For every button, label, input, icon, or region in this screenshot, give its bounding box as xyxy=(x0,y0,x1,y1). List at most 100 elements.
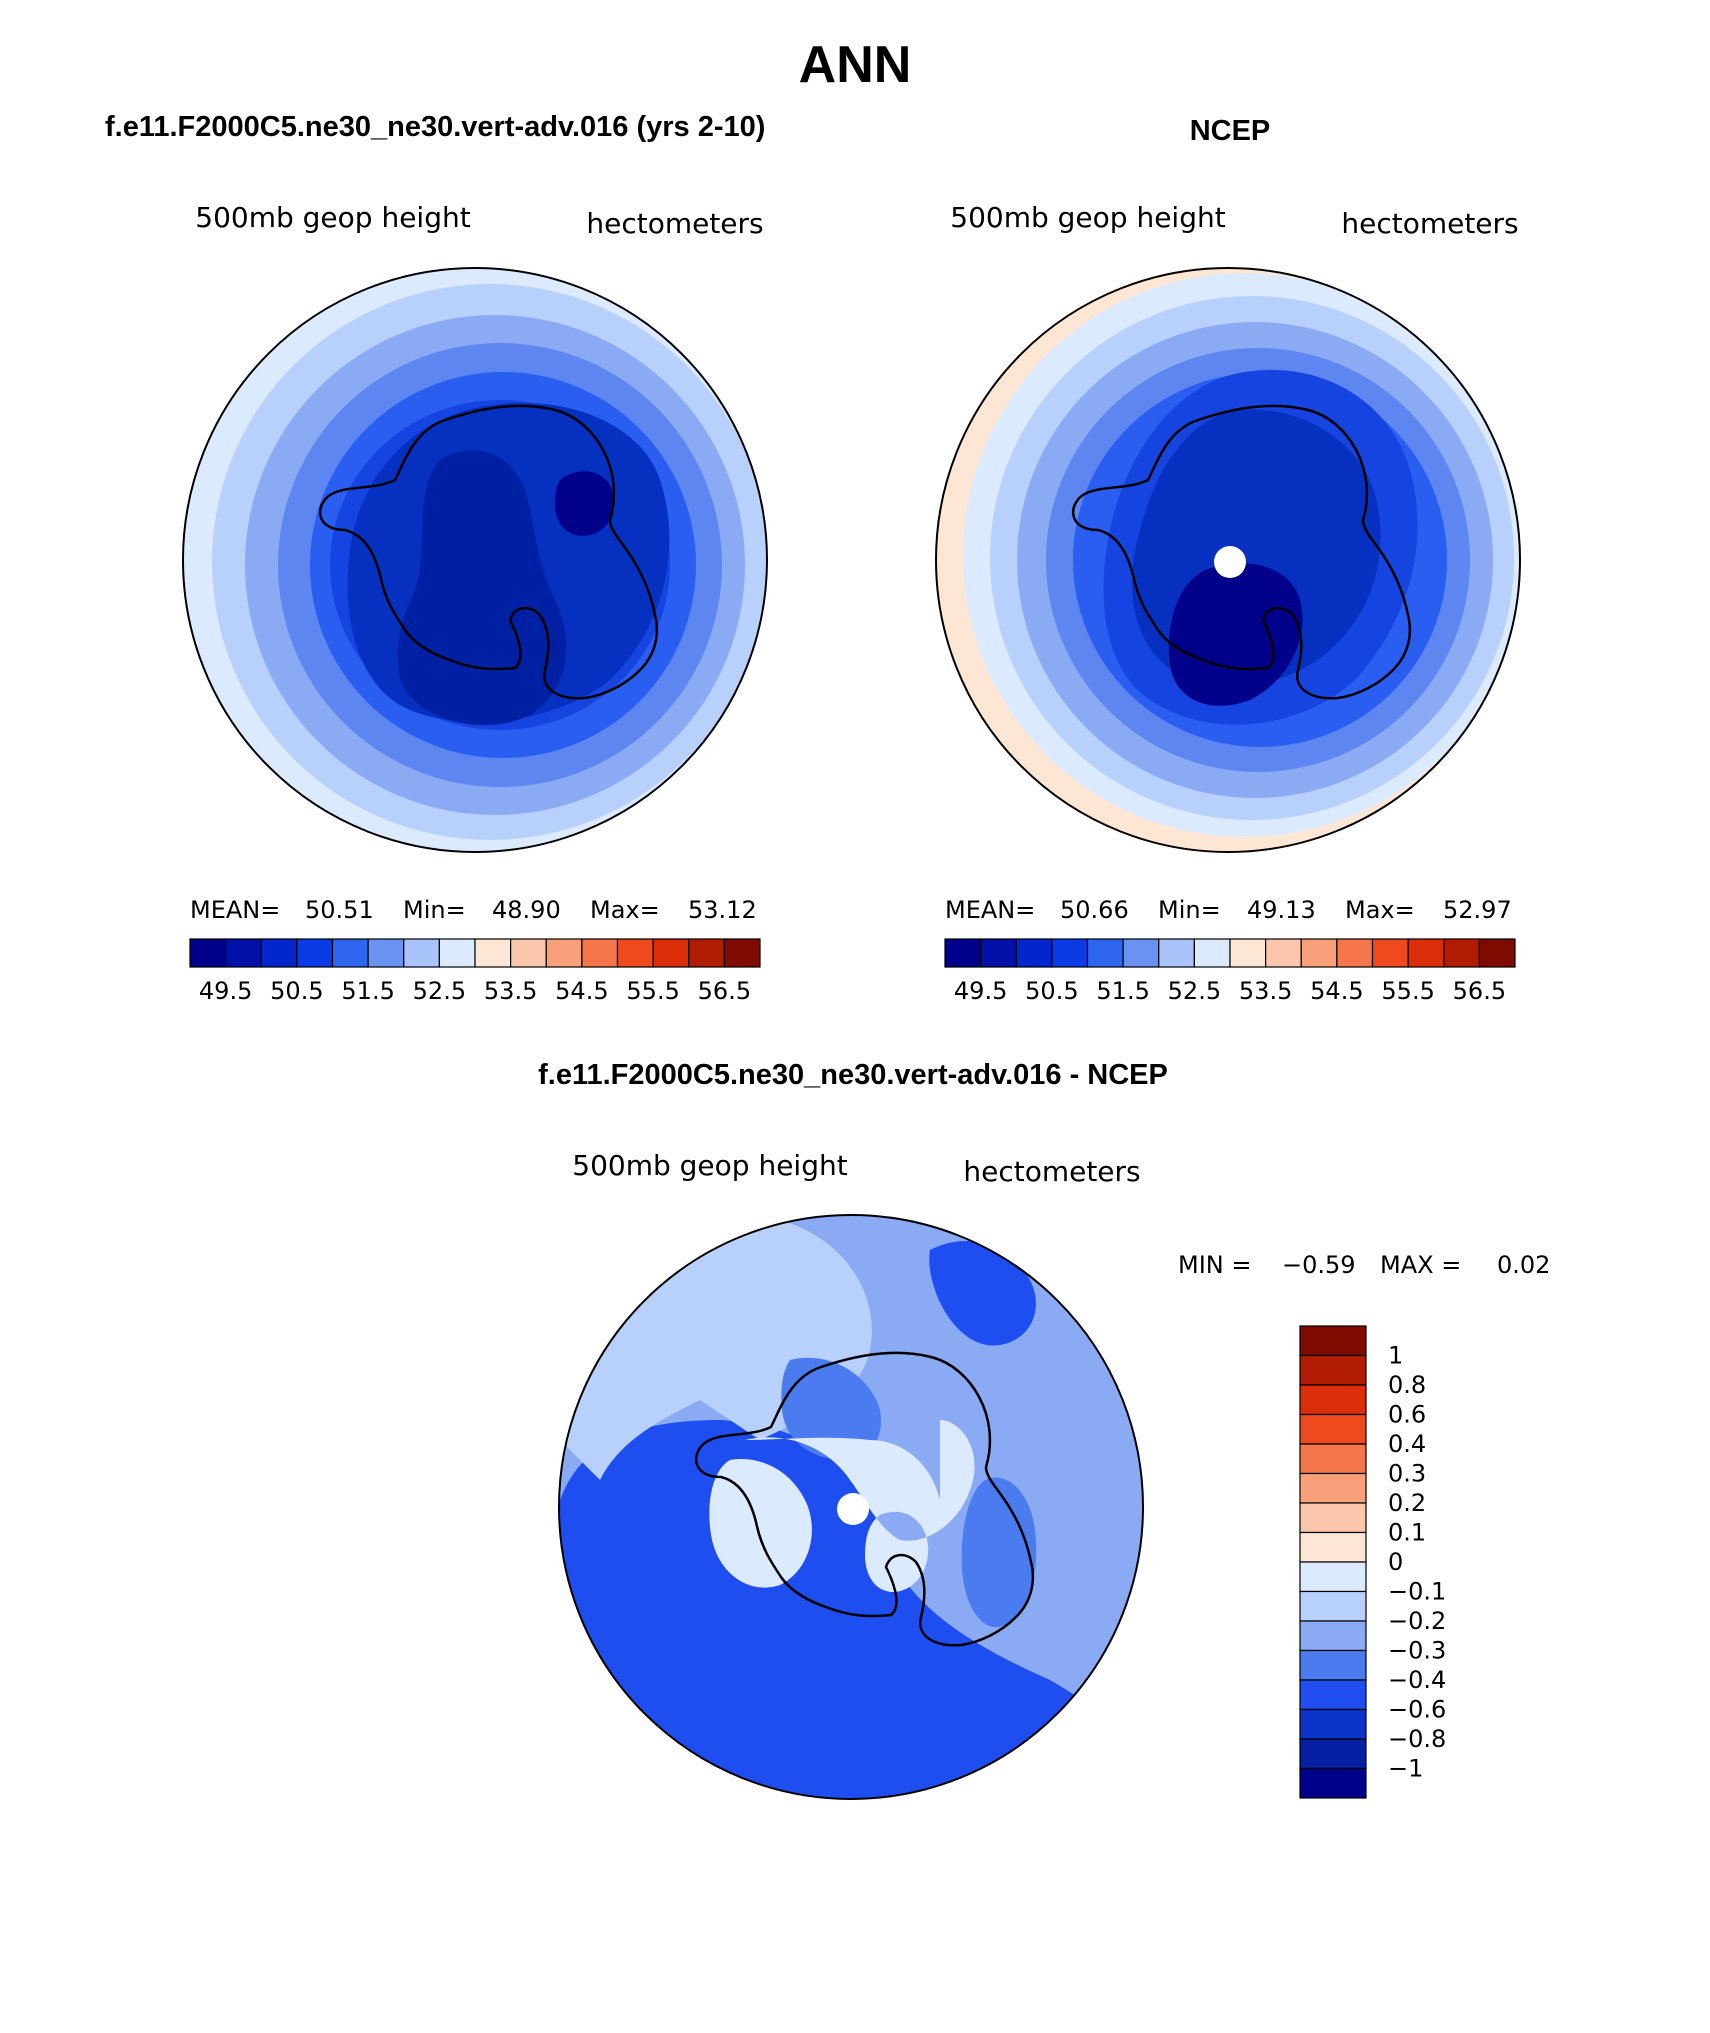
colorbar-model-swatch xyxy=(688,938,725,968)
figure-title: ANN xyxy=(799,36,912,94)
colorbar-obs-swatch xyxy=(1407,938,1445,968)
colorbar-diff-swatch xyxy=(1299,1649,1367,1681)
colorbar-model-swatch xyxy=(723,938,761,968)
colorbar-diff-tick-label: −0.8 xyxy=(1388,1725,1446,1753)
colorbar-obs-swatch xyxy=(944,938,982,968)
stats-max-label-diff: MAX = xyxy=(1380,1251,1461,1279)
colorbar-model-tick-label: 50.5 xyxy=(270,977,323,1005)
colorbar-model-swatch xyxy=(545,938,583,968)
colorbar-model-swatch xyxy=(189,938,227,968)
colorbar-obs-swatch xyxy=(1443,938,1480,968)
stats-min-obs: 49.13 xyxy=(1247,896,1316,924)
colorbar-model: 49.5 50.5 51.5 52.5 53.5 54.5 55.5 56.5 xyxy=(189,938,761,1005)
colorbar-diff-swatch xyxy=(1299,1413,1367,1445)
stats-max-label-model: Max= xyxy=(590,896,660,924)
colorbar-obs-swatch xyxy=(1122,938,1160,968)
panel-model: f.e11.F2000C5.ne30_ne30.vert-adv.016 (yr… xyxy=(105,111,768,1005)
colorbar-obs-tick-label: 56.5 xyxy=(1453,977,1506,1005)
colorbar-diff-swatch xyxy=(1299,1443,1367,1475)
colorbar-diff-tick-label: 0.8 xyxy=(1388,1371,1426,1399)
panel-title-model: f.e11.F2000C5.ne30_ne30.vert-adv.016 (yr… xyxy=(105,111,765,143)
colorbar-obs-swatch xyxy=(1478,938,1516,968)
colorbar-model-swatch xyxy=(403,938,440,968)
colorbar-diff-tick-label: 0.1 xyxy=(1388,1519,1426,1547)
contour-map-obs xyxy=(936,268,1520,852)
colorbar-obs-swatch xyxy=(1158,938,1195,968)
pole-mask-diff xyxy=(837,1493,869,1525)
colorbar-model-swatch xyxy=(474,938,512,968)
colorbar-diff-swatch xyxy=(1299,1590,1367,1622)
colorbar-obs: 49.5 50.5 51.5 52.5 53.5 54.5 55.5 56.5 xyxy=(944,938,1516,1005)
colorbar-model-swatch xyxy=(260,938,298,968)
stats-max-label-obs: Max= xyxy=(1345,896,1415,924)
variable-label-diff: 500mb geop height xyxy=(572,1149,847,1182)
colorbar-diff-swatch xyxy=(1299,1354,1367,1386)
colorbar-model-tick-label: 49.5 xyxy=(199,977,252,1005)
colorbar-diff-tick-label: 0.4 xyxy=(1388,1430,1426,1458)
colorbar-obs-swatch xyxy=(1336,938,1374,968)
colorbar-model-tick-label: 52.5 xyxy=(413,977,466,1005)
colorbar-obs-swatch xyxy=(980,938,1017,968)
colorbar-diff-tick-label: 0.3 xyxy=(1388,1460,1426,1488)
contour-map-model xyxy=(183,268,767,852)
colorbar-diff-swatch xyxy=(1299,1738,1367,1770)
colorbar-model-swatch xyxy=(581,938,619,968)
stats-mean-label-obs: MEAN= xyxy=(945,896,1035,924)
variable-label-model: 500mb geop height xyxy=(195,201,470,234)
colorbar-diff-swatch xyxy=(1299,1531,1367,1563)
colorbar-obs-tick-label: 53.5 xyxy=(1239,977,1292,1005)
stats-min-label-model: Min= xyxy=(403,896,466,924)
panel-obs: NCEP 500mb geop height hectometers MEAN=… xyxy=(935,115,1521,1005)
colorbar-diff-swatch xyxy=(1299,1767,1367,1799)
colorbar-diff-swatch xyxy=(1299,1708,1367,1740)
colorbar-obs-swatch xyxy=(1193,938,1231,968)
colorbar-model-tick-label: 55.5 xyxy=(626,977,679,1005)
colorbar-obs-tick-label: 52.5 xyxy=(1168,977,1221,1005)
colorbar-model-swatch xyxy=(652,938,690,968)
colorbar-diff-swatch xyxy=(1299,1325,1367,1357)
colorbar-model-tick-label: 54.5 xyxy=(555,977,608,1005)
stats-mean-obs: 50.66 xyxy=(1060,896,1129,924)
stats-min-label-diff: MIN = xyxy=(1178,1251,1251,1279)
panel-title-diff: f.e11.F2000C5.ne30_ne30.vert-adv.016 - N… xyxy=(538,1059,1168,1091)
colorbar-diff-swatch xyxy=(1299,1472,1367,1504)
panel-diff: f.e11.F2000C5.ne30_ne30.vert-adv.016 - N… xyxy=(538,1059,1550,1800)
map-boundary-diff xyxy=(558,1214,1144,1800)
stats-max-diff: 0.02 xyxy=(1497,1251,1550,1279)
colorbar-obs-swatch xyxy=(1371,938,1409,968)
stats-min-model: 48.90 xyxy=(492,896,561,924)
colorbar-obs-swatch xyxy=(1229,938,1267,968)
variable-label-obs: 500mb geop height xyxy=(950,201,1225,234)
colorbar-diff-tick-label: −0.4 xyxy=(1388,1666,1446,1694)
colorbar-diff-swatch xyxy=(1299,1502,1367,1534)
colorbar-model-swatch xyxy=(367,938,405,968)
colorbar-diff-tick-label: 0 xyxy=(1388,1548,1403,1576)
colorbar-diff-swatch xyxy=(1299,1679,1367,1711)
panel-title-obs: NCEP xyxy=(1190,115,1271,147)
colorbar-diff-tick-label: 1 xyxy=(1388,1342,1403,1370)
colorbar-obs-tick-label: 51.5 xyxy=(1096,977,1149,1005)
stats-mean-label-model: MEAN= xyxy=(190,896,280,924)
colorbar-diff-tick-label: −0.2 xyxy=(1388,1607,1446,1635)
colorbar-model-tick-label: 51.5 xyxy=(341,977,394,1005)
colorbar-obs-swatch xyxy=(1015,938,1053,968)
colorbar-diff-tick-label: −0.6 xyxy=(1388,1696,1446,1724)
units-label-diff: hectometers xyxy=(963,1155,1140,1188)
stats-mean-model: 50.51 xyxy=(305,896,374,924)
colorbar-obs-tick-label: 49.5 xyxy=(954,977,1007,1005)
colorbar-model-swatch xyxy=(225,938,262,968)
map-boundary-model xyxy=(182,267,768,853)
colorbar-diff-tick-label: 0.6 xyxy=(1388,1401,1426,1429)
colorbar-obs-swatch xyxy=(1086,938,1124,968)
stats-max-model: 53.12 xyxy=(688,896,757,924)
colorbar-model-swatch xyxy=(296,938,334,968)
colorbar-obs-swatch xyxy=(1300,938,1338,968)
stats-min-label-obs: Min= xyxy=(1158,896,1221,924)
stats-max-obs: 52.97 xyxy=(1443,896,1512,924)
colorbar-obs-tick-label: 55.5 xyxy=(1381,977,1434,1005)
colorbar-obs-tick-label: 54.5 xyxy=(1310,977,1363,1005)
pole-mask-obs xyxy=(1214,546,1246,578)
colorbar-model-swatch xyxy=(510,938,547,968)
colorbar-diff-tick-label: 0.2 xyxy=(1388,1489,1426,1517)
